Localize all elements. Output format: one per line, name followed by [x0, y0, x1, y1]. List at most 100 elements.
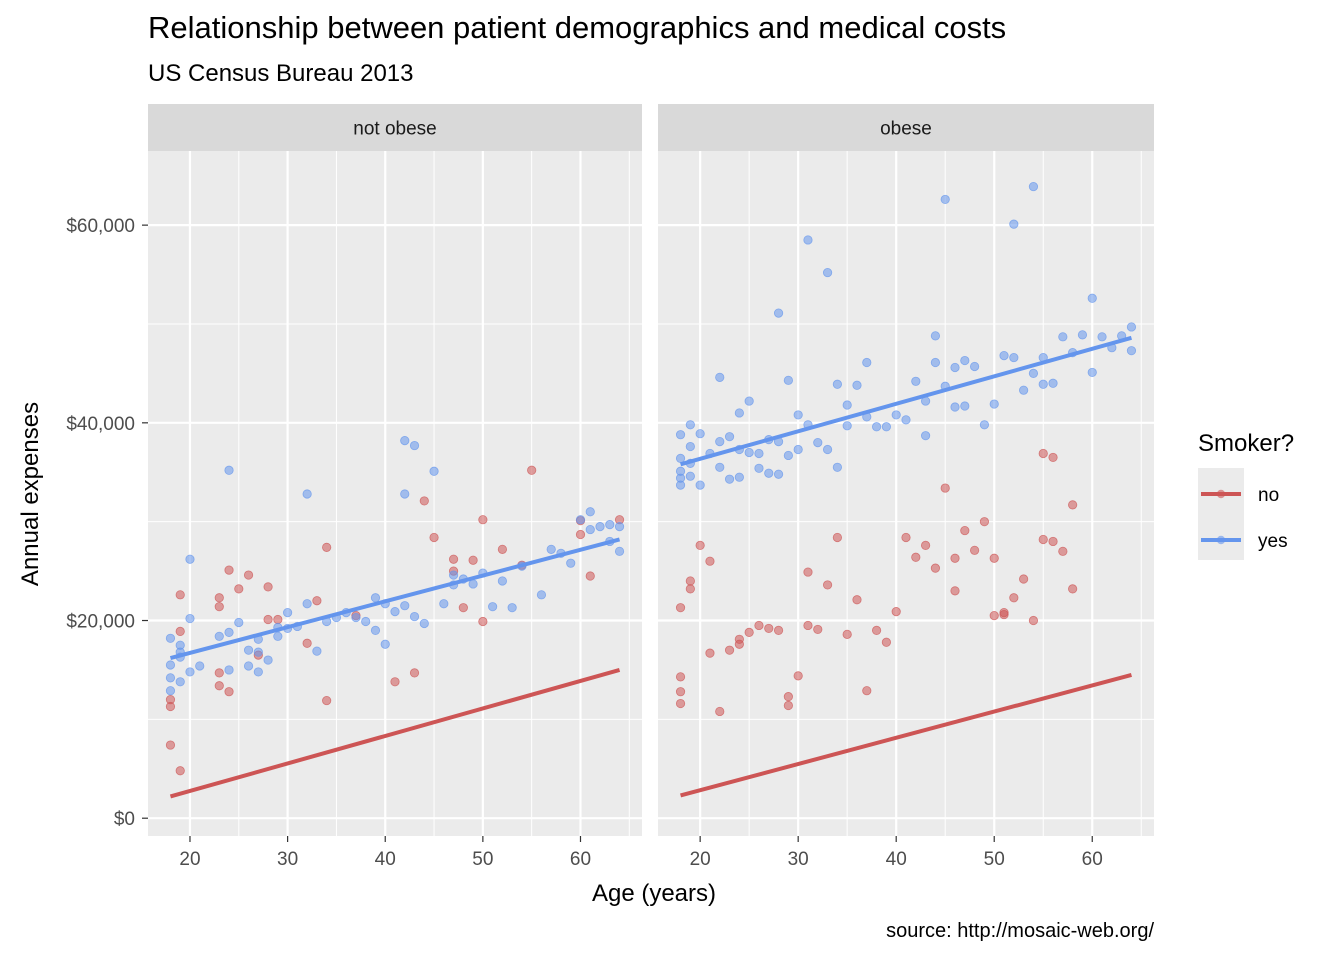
- point-yes: [793, 444, 803, 455]
- legend-key-background: [1198, 468, 1244, 560]
- point-yes: [263, 655, 273, 665]
- point-yes: [832, 462, 842, 472]
- point-yes: [822, 267, 833, 278]
- point-yes: [675, 480, 686, 490]
- point-no: [419, 496, 429, 506]
- point-no: [224, 565, 234, 575]
- point-yes: [1028, 181, 1039, 192]
- x-tick-label: 50: [472, 849, 493, 870]
- x-tick-label: 30: [788, 849, 809, 870]
- point-no: [813, 624, 823, 635]
- legend-key-point-no: [1216, 489, 1226, 499]
- point-yes: [390, 607, 400, 617]
- point-yes: [675, 453, 686, 464]
- point-yes: [448, 570, 459, 580]
- point-no: [715, 706, 725, 717]
- legend: Smoker? no yes: [1198, 430, 1294, 560]
- point-yes: [253, 667, 263, 677]
- point-yes: [273, 631, 283, 641]
- point-yes: [675, 430, 686, 440]
- y-tick-label: $20,000: [66, 612, 135, 633]
- point-no: [773, 625, 784, 636]
- point-yes: [773, 308, 784, 318]
- chart-caption: source: http://mosaic-web.org/: [886, 920, 1154, 942]
- point-yes: [468, 579, 478, 589]
- point-no: [429, 532, 439, 543]
- point-no: [1058, 546, 1068, 556]
- point-yes: [715, 462, 725, 472]
- point-yes: [361, 616, 371, 627]
- y-tick-label: $40,000: [66, 414, 135, 435]
- point-no: [862, 686, 872, 696]
- point-yes: [1009, 352, 1019, 363]
- point-yes: [585, 524, 595, 535]
- point-yes: [744, 396, 754, 406]
- point-yes: [536, 590, 547, 600]
- point-no: [695, 540, 705, 550]
- point-yes: [605, 520, 615, 530]
- point-no: [234, 584, 244, 594]
- point-no: [1038, 534, 1048, 545]
- chart-subtitle: US Census Bureau 2013: [148, 60, 414, 87]
- point-yes: [960, 355, 970, 366]
- point-yes: [312, 646, 322, 656]
- point-no: [478, 515, 488, 525]
- point-no: [764, 623, 774, 634]
- point-yes: [734, 408, 744, 418]
- facet-strip-label: not obese: [353, 119, 436, 140]
- point-no: [675, 698, 686, 709]
- point-yes: [999, 351, 1009, 361]
- point-yes: [832, 379, 842, 389]
- point-no: [175, 590, 185, 600]
- point-yes: [803, 235, 813, 245]
- point-yes: [715, 372, 725, 382]
- x-axis-title: Age (years): [592, 880, 716, 907]
- point-yes: [488, 602, 498, 612]
- point-no: [705, 556, 715, 566]
- point-yes: [813, 437, 823, 448]
- point-no: [1048, 452, 1058, 463]
- point-yes: [773, 469, 784, 479]
- trend-line-no: [169, 668, 621, 799]
- point-yes: [214, 631, 224, 641]
- point-yes: [575, 515, 586, 525]
- point-no: [930, 563, 941, 573]
- point-yes: [253, 647, 263, 657]
- y-tick-label: $0: [114, 809, 135, 830]
- point-yes: [724, 432, 735, 442]
- point-yes: [695, 480, 705, 490]
- point-yes: [744, 447, 754, 458]
- point-yes: [1097, 332, 1107, 342]
- point-no: [409, 668, 420, 678]
- point-yes: [243, 645, 254, 655]
- point-no: [803, 567, 813, 577]
- point-no: [685, 576, 695, 586]
- point-yes: [1019, 385, 1029, 395]
- point-yes: [224, 627, 234, 637]
- point-yes: [585, 507, 595, 517]
- point-yes: [224, 665, 234, 675]
- facet-panel-1: obese: [658, 104, 1154, 836]
- point-yes: [842, 400, 852, 410]
- point-no: [263, 614, 273, 625]
- point-no: [1019, 574, 1029, 584]
- point-no: [1028, 615, 1039, 626]
- point-yes: [724, 474, 735, 484]
- x-tick-label: 20: [690, 849, 711, 870]
- legend-label-yes: yes: [1258, 531, 1288, 552]
- point-no: [685, 584, 695, 594]
- point-no: [950, 553, 960, 563]
- point-yes: [754, 463, 764, 473]
- point-no: [312, 596, 322, 606]
- x-tick-label: 60: [570, 849, 591, 870]
- point-yes: [165, 686, 176, 696]
- point-yes: [409, 440, 420, 451]
- point-yes: [400, 489, 410, 499]
- point-yes: [419, 618, 429, 629]
- point-no: [585, 571, 595, 581]
- trend-line-no: [680, 672, 1132, 798]
- point-yes: [283, 608, 293, 618]
- point-yes: [497, 576, 507, 586]
- point-yes: [862, 357, 872, 368]
- point-yes: [185, 613, 195, 624]
